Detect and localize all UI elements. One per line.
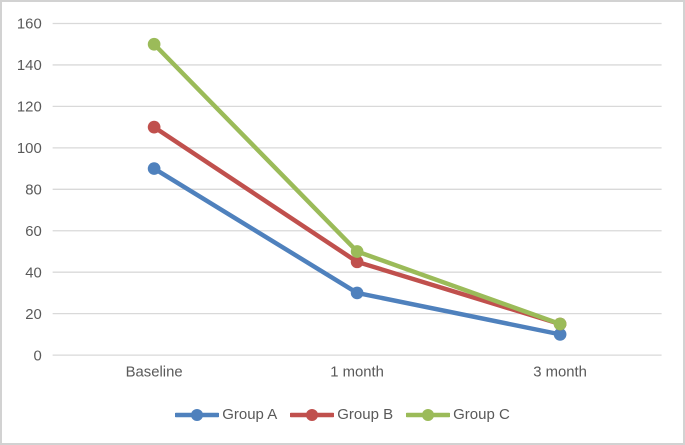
- data-point-marker: [553, 328, 567, 341]
- data-point-marker: [147, 162, 161, 175]
- y-axis-tick-label: 20: [25, 307, 42, 323]
- y-axis-tick-label: 100: [17, 141, 42, 157]
- data-point-marker: [350, 286, 364, 300]
- legend: Group A Group B Group C: [2, 406, 683, 423]
- y-axis-tick-label: 140: [17, 58, 42, 74]
- y-axis-tick-label: 60: [25, 224, 42, 240]
- data-point-marker: [147, 37, 161, 51]
- series-group-a: [147, 162, 567, 341]
- x-axis-label: 3 month: [533, 365, 587, 381]
- data-point-marker: [350, 245, 364, 258]
- x-axis-label: 1 month: [330, 365, 384, 381]
- series-line: [151, 41, 563, 327]
- y-axis-tick-label: 40: [25, 265, 42, 281]
- y-axis-tick-label: 160: [17, 17, 42, 33]
- data-point-marker: [553, 317, 567, 331]
- data-point-marker: [147, 120, 161, 134]
- legend-item-group-b: Group B: [290, 406, 393, 423]
- legend-label: Group B: [337, 406, 394, 423]
- y-axis-tick-label: 0: [33, 348, 41, 364]
- y-axis-tick-label: 80: [25, 182, 42, 198]
- legend-line-marker-icon: [175, 408, 220, 421]
- legend-line-marker-icon: [290, 408, 335, 421]
- legend-line-marker-icon: [406, 408, 451, 421]
- y-axis-tick-label: 120: [17, 100, 42, 116]
- legend-item-group-a: Group A: [175, 406, 277, 423]
- series-group-c: [147, 37, 567, 331]
- legend-label: Group A: [222, 406, 278, 423]
- legend-label: Group C: [453, 406, 510, 423]
- legend-item-group-c: Group C: [406, 406, 510, 423]
- x-axis-label: Baseline: [126, 365, 183, 381]
- data-point-marker: [350, 255, 364, 269]
